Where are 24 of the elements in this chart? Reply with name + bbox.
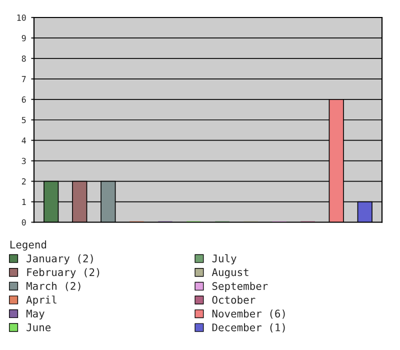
legend-label: July <box>212 254 236 264</box>
legend-label: March (2) <box>26 282 80 292</box>
legend-title: Legend <box>10 240 46 251</box>
legend-label: January (2) <box>26 254 93 264</box>
y-tick-label: 10 <box>17 14 26 21</box>
y-tick-label: 7 <box>22 76 26 82</box>
legend-label: April <box>26 296 56 306</box>
y-tick-label: 3 <box>22 158 26 164</box>
y-tick-label: 0 <box>22 219 26 226</box>
legend-label: September <box>212 282 268 292</box>
legend-label: August <box>212 268 248 278</box>
y-tick-label: 2 <box>22 178 26 184</box>
legend-label: May <box>26 310 44 320</box>
legend-label: November (6) <box>212 309 285 319</box>
legend-label: December (1) <box>212 323 285 333</box>
y-tick-label: 6 <box>22 96 26 103</box>
y-tick-label: 1 <box>22 198 26 205</box>
legend-label: June <box>26 324 51 332</box>
legend-label: February (2) <box>27 268 100 278</box>
y-tick-label: 9 <box>22 34 26 42</box>
y-tick-label: 4 <box>22 137 26 144</box>
legend-label: October <box>212 296 256 304</box>
y-tick-label: 8 <box>22 55 26 62</box>
y-tick-label: 5 <box>22 116 26 124</box>
